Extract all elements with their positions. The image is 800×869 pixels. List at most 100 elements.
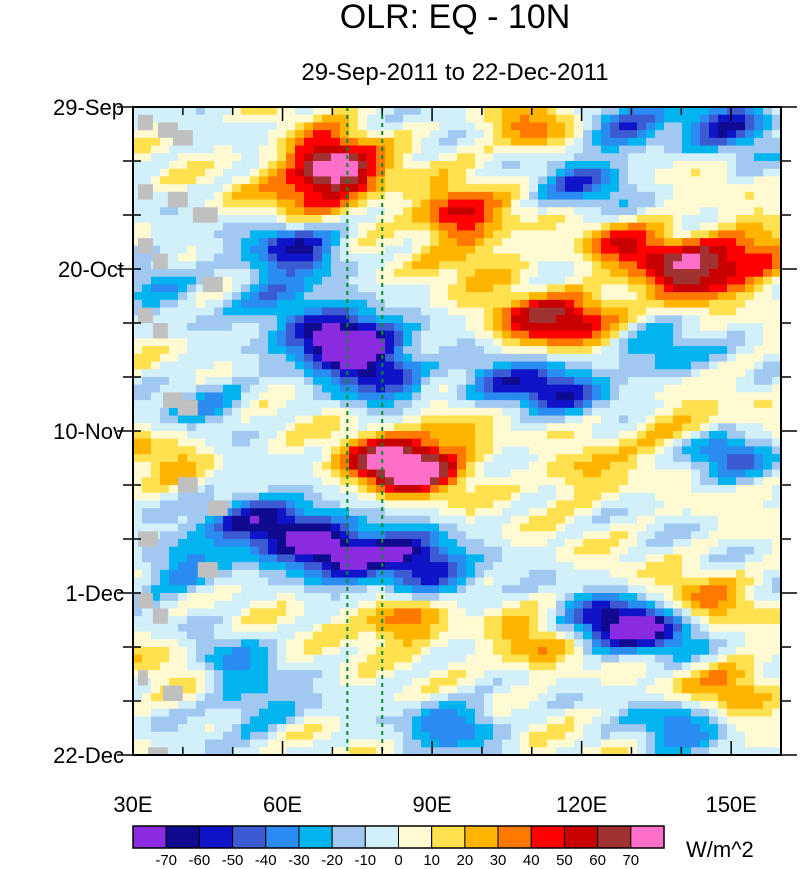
heatmap-cell <box>556 554 566 563</box>
heatmap-cell <box>385 600 395 610</box>
heatmap-cell <box>583 585 593 594</box>
heatmap-cell <box>340 384 350 394</box>
heatmap-cell <box>673 199 683 208</box>
heatmap-cell <box>151 114 161 124</box>
heatmap-cell <box>520 176 530 185</box>
heatmap-cell <box>232 523 242 532</box>
heatmap-cell <box>745 353 755 363</box>
heatmap-cell <box>637 400 647 409</box>
heatmap-cell <box>151 122 161 131</box>
heatmap-cell <box>349 423 359 432</box>
heatmap-cell <box>151 392 161 401</box>
heatmap-cell <box>763 616 773 625</box>
heatmap-cell <box>304 600 314 610</box>
heatmap-cell <box>763 438 773 448</box>
heatmap-cell <box>268 600 278 610</box>
heatmap-cell <box>133 438 143 448</box>
heatmap-cell <box>637 616 647 625</box>
heatmap-cell <box>754 492 764 502</box>
heatmap-cell <box>232 353 242 363</box>
heatmap-cell <box>241 515 251 525</box>
heatmap-cell <box>340 215 350 224</box>
heatmap-cell <box>412 454 422 463</box>
heatmap-cell <box>349 261 359 270</box>
heatmap-cell <box>709 346 719 355</box>
heatmap-cell <box>403 400 413 409</box>
heatmap-cell <box>178 269 188 278</box>
heatmap-cell <box>268 253 278 262</box>
heatmap-cell <box>637 253 647 262</box>
heatmap-cell <box>502 569 512 579</box>
heatmap-cell <box>439 191 449 201</box>
heatmap-cell <box>277 438 287 448</box>
heatmap-cell <box>682 145 692 154</box>
heatmap-cell <box>385 361 395 370</box>
heatmap-cell <box>385 168 395 178</box>
heatmap-cell <box>556 546 566 556</box>
heatmap-cell <box>277 253 287 262</box>
heatmap-cell <box>421 261 431 270</box>
heatmap-cell <box>727 523 737 532</box>
heatmap-cell <box>160 623 170 633</box>
heatmap-cell <box>619 438 629 448</box>
heatmap-cell <box>754 577 764 586</box>
heatmap-cell <box>367 346 377 355</box>
heatmap-cell <box>394 616 404 625</box>
heatmap-cell <box>574 168 584 178</box>
heatmap-cell <box>511 184 521 193</box>
heatmap-cell <box>286 508 296 517</box>
heatmap-cell <box>700 515 710 525</box>
heatmap-cell <box>439 400 449 409</box>
heatmap-cell <box>475 562 485 571</box>
heatmap-cell <box>574 137 584 147</box>
heatmap-cell <box>628 438 638 448</box>
heatmap-cell <box>574 531 584 540</box>
heatmap-cell <box>673 461 683 471</box>
heatmap-cell <box>340 122 350 131</box>
heatmap-cell <box>349 168 359 178</box>
heatmap-cell <box>430 407 440 417</box>
heatmap-cell <box>322 261 332 270</box>
heatmap-cell <box>583 122 593 131</box>
heatmap-cell <box>529 114 539 124</box>
heatmap-cell <box>169 608 179 617</box>
heatmap-cell <box>664 292 674 301</box>
heatmap-cell <box>412 492 422 502</box>
heatmap-cell <box>691 269 701 278</box>
heatmap-cell <box>430 523 440 532</box>
heatmap-cell <box>223 523 233 532</box>
heatmap-cell <box>529 338 539 347</box>
heatmap-cell <box>547 600 557 610</box>
heatmap-cell <box>745 168 755 178</box>
heatmap-cell <box>439 469 449 478</box>
heatmap-cell <box>439 353 449 363</box>
heatmap-cell <box>592 145 602 154</box>
heatmap-cell <box>178 623 188 633</box>
heatmap-cell <box>412 353 422 363</box>
heatmap-cell <box>673 569 683 579</box>
heatmap-cell <box>250 531 260 540</box>
heatmap-cell <box>322 292 332 301</box>
heatmap-cell <box>340 539 350 548</box>
heatmap-cell <box>412 261 422 270</box>
heatmap-cell <box>709 238 719 247</box>
heatmap-cell <box>151 585 161 594</box>
heatmap-cell <box>727 585 737 594</box>
heatmap-cell <box>349 315 359 324</box>
heatmap-cell <box>619 299 629 309</box>
heatmap-cell <box>592 238 602 247</box>
heatmap-cell <box>160 508 170 517</box>
heatmap-cell <box>466 585 476 594</box>
heatmap-cell <box>466 176 476 185</box>
heatmap-cell <box>466 569 476 579</box>
heatmap-cell <box>637 199 647 208</box>
heatmap-cell <box>214 107 224 116</box>
heatmap-cell <box>412 145 422 154</box>
heatmap-cell <box>403 377 413 386</box>
heatmap-cell <box>196 245 206 255</box>
heatmap-cell <box>673 245 683 255</box>
heatmap-cell <box>142 446 152 455</box>
heatmap-cell <box>385 176 395 185</box>
heatmap-cell <box>637 485 647 494</box>
heatmap-cell <box>259 554 269 563</box>
